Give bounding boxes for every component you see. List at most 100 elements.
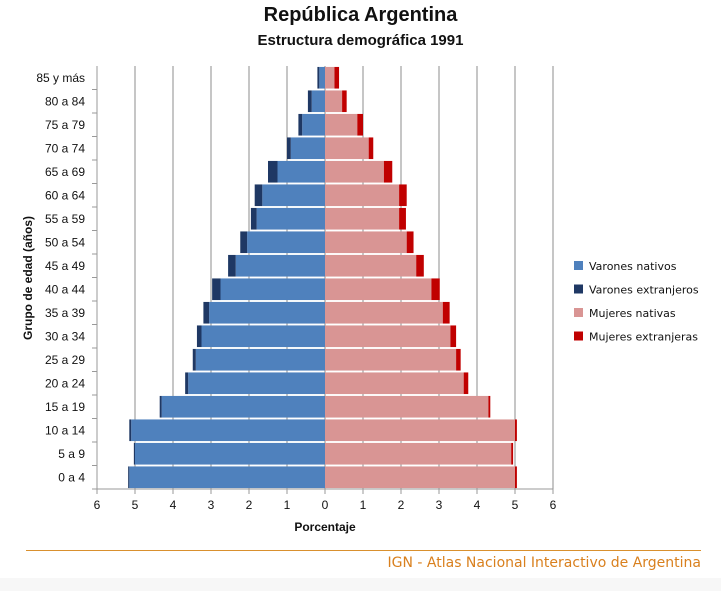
y-tick-label: 45 a 49 <box>45 259 85 273</box>
bar-varones-nativos <box>201 325 325 348</box>
bar-mujeres-extranjeras <box>442 301 450 324</box>
bar-varones-nativos <box>277 160 325 183</box>
bar-varones-extranjeros <box>159 395 162 418</box>
x-tick-labels: 6 5 4 3 2 1 0 1 2 3 4 5 6 <box>94 489 557 512</box>
bar-mujeres-extranjeras <box>334 66 340 89</box>
chart-subtitle: Estructura demográfica 1991 <box>257 32 464 49</box>
bar-varones-extranjeros <box>133 442 135 465</box>
x-tick-label: 2 <box>246 498 253 512</box>
legend-label: Mujeres extranjeras <box>589 331 698 344</box>
bar-varones-nativos <box>188 372 325 395</box>
bar-mujeres-extranjeras <box>399 184 407 207</box>
y-tick-label: 10 a 14 <box>45 423 85 437</box>
x-tick-label: 1 <box>360 498 367 512</box>
bar-mujeres-nativas <box>325 231 407 254</box>
bar-mujeres-nativas <box>325 372 464 395</box>
x-tick-label: 3 <box>208 498 215 512</box>
legend-swatch <box>574 284 583 294</box>
bars <box>128 66 517 489</box>
bar-varones-extranjeros <box>185 372 189 395</box>
bar-mujeres-nativas <box>325 113 358 136</box>
x-tick-label: 3 <box>436 498 443 512</box>
bar-mujeres-nativas <box>325 348 457 371</box>
bar-mujeres-nativas <box>325 395 489 418</box>
bar-varones-nativos <box>135 442 325 465</box>
bar-varones-nativos <box>319 66 325 89</box>
bar-varones-extranjeros <box>287 137 291 160</box>
bar-mujeres-extranjeras <box>342 90 347 113</box>
bar-mujeres-extranjeras <box>368 137 374 160</box>
bar-varones-extranjeros <box>228 254 236 277</box>
bar-varones-nativos <box>209 301 325 324</box>
y-tick-label: 20 a 24 <box>45 376 85 390</box>
grid-lines <box>134 66 554 489</box>
bar-varones-extranjeros <box>250 207 257 230</box>
bar-varones-extranjeros <box>212 278 221 301</box>
y-tick-label: 40 a 44 <box>45 282 85 296</box>
bar-varones-nativos <box>262 184 325 207</box>
footer-source: IGN - Atlas Nacional Interactivo de Arge… <box>387 555 702 571</box>
y-tick-label: 50 a 54 <box>45 235 85 249</box>
bar-varones-extranjeros <box>203 301 210 324</box>
bar-mujeres-nativas <box>325 254 417 277</box>
bar-varones-nativos <box>129 466 325 489</box>
y-tick-label: 5 a 9 <box>58 447 85 461</box>
bar-varones-nativos <box>161 395 325 418</box>
bar-mujeres-extranjeras <box>406 231 414 254</box>
bar-varones-extranjeros <box>240 231 248 254</box>
footer-divider <box>26 550 701 551</box>
legend-label: Varones nativos <box>589 260 677 273</box>
y-tick-label: 75 a 79 <box>45 118 85 132</box>
bar-mujeres-nativas <box>325 160 384 183</box>
bar-varones-extranjeros <box>307 90 312 113</box>
bar-mujeres-nativas <box>325 137 369 160</box>
bar-varones-nativos <box>290 137 325 160</box>
bar-mujeres-extranjeras <box>416 254 424 277</box>
bar-mujeres-nativas <box>325 66 335 89</box>
bar-varones-extranjeros <box>298 113 303 136</box>
bar-mujeres-nativas <box>325 278 432 301</box>
x-tick-label: 4 <box>170 498 177 512</box>
bar-mujeres-extranjeras <box>456 348 461 371</box>
bar-mujeres-nativas <box>325 301 443 324</box>
y-tick-label: 85 y más <box>36 71 85 85</box>
bar-mujeres-extranjeras <box>515 466 517 489</box>
bar-varones-extranjeros <box>192 348 196 371</box>
chart-title: República Argentina <box>263 4 458 26</box>
bar-varones-nativos <box>256 207 325 230</box>
bar-mujeres-extranjeras <box>450 325 457 348</box>
legend-label: Varones extranjeros <box>589 284 699 297</box>
bar-varones-extranjeros <box>196 325 202 348</box>
y-tick-label: 60 a 64 <box>45 188 85 202</box>
bar-mujeres-extranjeras <box>431 278 440 301</box>
bar-varones-nativos <box>302 113 325 136</box>
bar-varones-nativos <box>247 231 325 254</box>
bar-mujeres-extranjeras <box>511 442 514 465</box>
bar-varones-nativos <box>235 254 325 277</box>
y-tick-label: 55 a 59 <box>45 212 85 226</box>
bar-mujeres-nativas <box>325 442 512 465</box>
y-axis-label: Grupo de edad (años) <box>21 216 35 340</box>
legend-swatch <box>574 261 583 270</box>
bar-mujeres-nativas <box>325 184 400 207</box>
legend: Varones nativos Varones extranjeros Mujere… <box>574 260 699 344</box>
y-tick-labels: 0 a 4 5 a 9 10 a 14 15 a 19 20 a 24 25 a 29 30… <box>36 71 97 490</box>
bar-varones-nativos <box>311 90 325 113</box>
bar-mujeres-extranjeras <box>463 372 469 395</box>
bar-varones-extranjeros <box>128 466 130 489</box>
bar-mujeres-nativas <box>325 207 400 230</box>
y-tick-label: 30 a 34 <box>45 329 85 343</box>
bar-varones-nativos <box>131 419 325 442</box>
y-tick-label: 0 a 4 <box>58 470 85 484</box>
bar-mujeres-nativas <box>325 90 343 113</box>
y-tick-label: 80 a 84 <box>45 94 85 108</box>
x-tick-label: 2 <box>398 498 405 512</box>
bar-varones-extranjeros <box>254 184 263 207</box>
legend-label: Mujeres nativas <box>589 307 676 320</box>
bar-mujeres-extranjeras <box>383 160 393 183</box>
bar-mujeres-extranjeras <box>399 207 406 230</box>
bar-varones-nativos <box>195 348 325 371</box>
x-axis-label: Porcentaje <box>294 520 356 534</box>
bar-mujeres-nativas <box>325 325 451 348</box>
